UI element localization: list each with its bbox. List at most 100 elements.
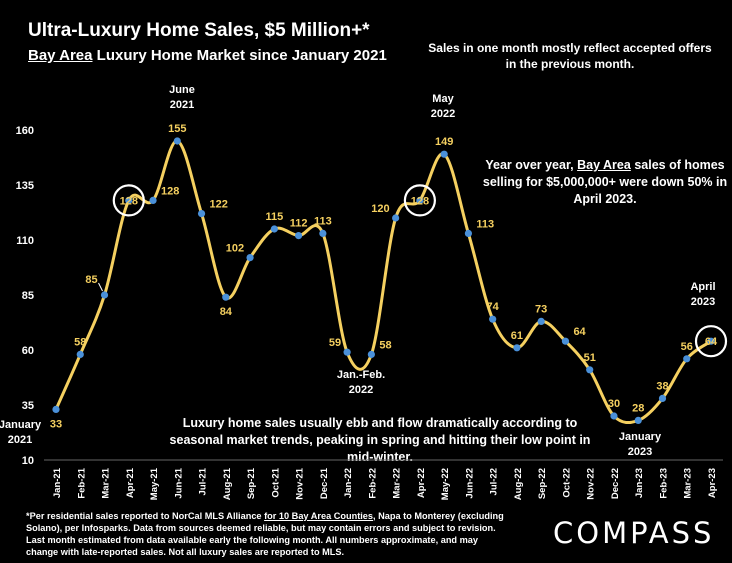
x-tick-label: Jan-22	[343, 468, 354, 498]
data-point	[367, 350, 375, 358]
period-annotation: January 2023	[619, 431, 662, 458]
data-label: 51	[584, 352, 596, 364]
yoy-region: Bay Area	[577, 158, 631, 172]
data-label: 115	[265, 211, 283, 223]
period-annotation: June 2021	[169, 84, 195, 111]
yoy-post: sales of homes selling for $5,000,000+ w…	[482, 158, 728, 206]
data-point	[586, 366, 594, 374]
x-tick-label: May-22	[440, 468, 451, 500]
chart-subtitle: Bay Area Luxury Home Market since Januar…	[28, 47, 387, 64]
y-tick-label: 85	[22, 290, 34, 302]
data-label: 73	[535, 303, 547, 315]
data-label: 113	[476, 218, 494, 230]
data-label: 56	[681, 341, 693, 353]
x-tick-label: Apr-22	[416, 468, 427, 498]
data-label: 58	[74, 336, 86, 348]
period-annotation: Jan.-Feb. 2022	[337, 369, 385, 396]
subtitle-text: Luxury Home Market since January 2021	[92, 47, 387, 64]
data-point	[707, 337, 715, 345]
yoy-note: Year over year, Bay Area sales of homes …	[480, 157, 730, 208]
data-label: 64	[705, 336, 718, 348]
label-leader	[98, 282, 103, 292]
x-tick-label: Feb-23	[658, 468, 669, 499]
annotation-line: Jan.-Feb.	[337, 369, 385, 381]
x-tick-label: Jan-21	[52, 467, 63, 498]
data-label: 28	[632, 402, 644, 414]
data-point	[149, 196, 157, 204]
period-annotation: January 2021	[0, 419, 42, 446]
data-label: 122	[210, 199, 228, 211]
data-label: 128	[120, 195, 138, 207]
annotation-line: June	[169, 84, 195, 96]
data-label: 38	[656, 380, 668, 392]
y-tick-label: 110	[16, 235, 34, 247]
x-tick-label: Nov-21	[295, 467, 306, 499]
period-annotation: May 2022	[431, 93, 455, 120]
data-point	[683, 355, 691, 363]
x-tick-label: Oct-22	[561, 468, 572, 498]
x-tick-label: Mar-22	[392, 468, 403, 499]
data-point	[173, 137, 181, 145]
annotation-line: 2022	[431, 108, 455, 120]
data-label: 59	[329, 337, 341, 349]
data-point	[416, 196, 424, 204]
footnote-pre: *Per residential sales reported to NorCa…	[26, 511, 265, 521]
x-tick-label: Dec-22	[610, 468, 621, 499]
x-tick-label: Jun-22	[464, 468, 475, 499]
x-tick-label: Nov-22	[586, 468, 597, 500]
data-point	[343, 348, 351, 356]
x-tick-label: Aug-22	[513, 468, 524, 500]
yoy-pre: Year over year,	[485, 158, 578, 172]
footnote-post: , Napa to Monterey (excluding Solano), p…	[26, 511, 504, 557]
x-tick-label: Jan-23	[634, 468, 645, 498]
chart-title: Ultra-Luxury Home Sales, $5 Million+*	[28, 20, 370, 41]
data-point	[634, 416, 642, 424]
footnote-counties: for 10 Bay Area Counties	[264, 511, 374, 521]
x-tick-label: Feb-22	[367, 468, 378, 499]
data-label: 61	[511, 330, 523, 342]
annotation-line: 2021	[170, 99, 194, 111]
highlight-circle	[694, 325, 728, 358]
data-label: 84	[220, 306, 233, 318]
data-label: 112	[290, 218, 308, 230]
data-point	[513, 344, 521, 352]
data-label: 113	[314, 215, 332, 227]
x-tick-label: Sep-21	[246, 467, 257, 499]
y-tick-label: 35	[22, 400, 34, 412]
data-point	[489, 315, 497, 323]
x-tick-label: Jun-21	[173, 467, 184, 498]
data-label: 128	[411, 195, 429, 207]
data-point	[125, 196, 133, 204]
annotation-line: May	[432, 93, 454, 105]
y-tick-label: 60	[22, 345, 34, 357]
x-tick-label: Mar-21	[101, 467, 112, 498]
data-point	[246, 254, 254, 262]
x-tick-label: Sep-22	[537, 468, 548, 499]
annotation-line: 2021	[8, 434, 32, 446]
data-label: 120	[371, 203, 389, 215]
highlight-circle	[112, 184, 145, 217]
x-tick-label: Jul-22	[489, 468, 500, 495]
data-point	[76, 350, 84, 358]
x-tick-label: Aug-21	[222, 467, 233, 500]
data-label: 64	[573, 326, 586, 338]
x-tick-label: Dec-21	[319, 467, 330, 499]
data-point	[100, 291, 109, 299]
annotation-line: 2022	[349, 384, 373, 396]
annotation-line: 2023	[628, 446, 652, 458]
y-tick-label: 10	[22, 455, 34, 467]
data-point	[392, 214, 400, 222]
highlight-circle	[403, 184, 436, 217]
sales-line	[54, 139, 712, 425]
offers-note: Sales in one month mostly reflect accept…	[428, 41, 712, 71]
data-point	[537, 317, 545, 325]
data-point	[464, 229, 473, 237]
x-tick-label: Jul-21	[198, 467, 209, 495]
x-tick-label: Apr-21	[125, 467, 136, 498]
data-point	[319, 229, 327, 237]
annotation-line: January	[619, 431, 662, 443]
data-label: 128	[161, 185, 179, 197]
annotation-line: January	[0, 419, 42, 431]
data-label: 149	[435, 136, 453, 148]
data-point	[222, 293, 230, 301]
